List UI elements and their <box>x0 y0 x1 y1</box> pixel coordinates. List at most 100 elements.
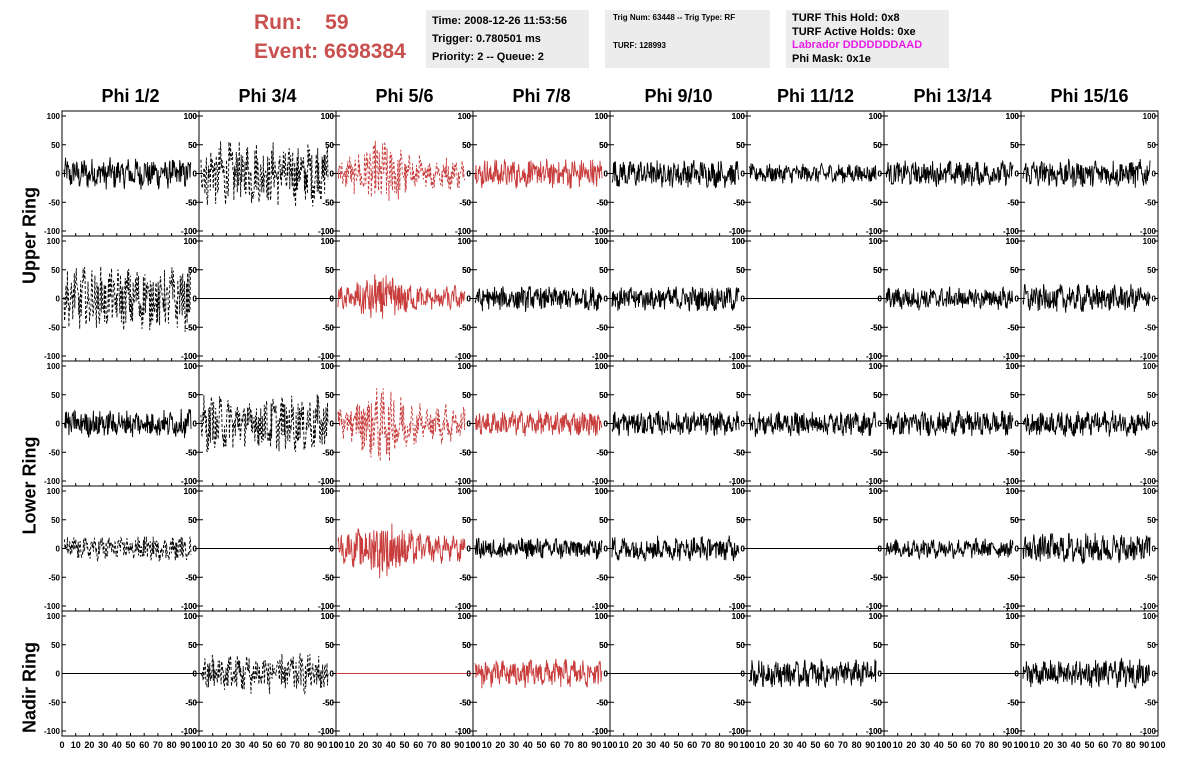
waveform-trace <box>474 410 603 437</box>
x-tick-label: 10 <box>482 740 492 750</box>
y-tick-label: -100 <box>1003 227 1020 236</box>
y-tick-label: -50 <box>870 448 882 457</box>
y-tick-label: 100 <box>1143 362 1157 371</box>
y-tick-label: -100 <box>729 352 746 361</box>
x-tick-label: 30 <box>920 740 930 750</box>
y-tick-label: 0 <box>878 170 883 179</box>
y-tick-label: 50 <box>873 141 882 150</box>
y-tick-label: 0 <box>1015 170 1020 179</box>
y-tick-label: 0 <box>330 420 335 429</box>
x-tick-label: 70 <box>290 740 300 750</box>
y-tick-label: 0 <box>56 670 61 679</box>
x-tick-label: 60 <box>550 740 560 750</box>
y-tick-label: -100 <box>44 352 61 361</box>
x-tick-label: 0 <box>744 740 749 750</box>
y-tick-label: -100 <box>318 477 335 486</box>
y-tick-label: 100 <box>184 487 198 496</box>
y-tick-label: -100 <box>866 602 883 611</box>
y-tick-label: 50 <box>1010 391 1019 400</box>
y-tick-label: 0 <box>878 545 883 554</box>
y-tick-label: 50 <box>599 391 608 400</box>
x-tick-label: 50 <box>810 740 820 750</box>
y-tick-label: 50 <box>188 391 197 400</box>
y-tick-label: 50 <box>1010 641 1019 650</box>
y-tick-label: 100 <box>458 362 472 371</box>
y-tick-label: -50 <box>870 698 882 707</box>
y-tick-label: -100 <box>866 602 883 611</box>
waveform-trace <box>337 388 466 462</box>
y-tick-label: -50 <box>185 323 197 332</box>
y-tick-label: 0 <box>1015 420 1020 429</box>
y-tick-label: -50 <box>1144 198 1156 207</box>
y-tick-label: 50 <box>736 141 745 150</box>
x-tick-label: 20 <box>1043 740 1053 750</box>
y-tick-label: 50 <box>873 266 882 275</box>
x-tick-label: 60 <box>413 740 423 750</box>
waveform-trace <box>1022 532 1151 565</box>
y-tick-label: 0 <box>56 295 61 304</box>
y-tick-label: 100 <box>869 112 883 121</box>
y-tick-label: 0 <box>467 295 472 304</box>
y-tick-label: -50 <box>48 448 60 457</box>
y-tick-label: 50 <box>873 516 882 525</box>
y-tick-label: -100 <box>181 477 198 486</box>
y-tick-label: 100 <box>1006 487 1020 496</box>
y-tick-label: 100 <box>321 112 335 121</box>
y-tick-label: -50 <box>733 323 745 332</box>
y-tick-label: 100 <box>321 487 335 496</box>
x-tick-label: 80 <box>167 740 177 750</box>
y-tick-label: 0 <box>56 420 61 429</box>
y-tick-label: -50 <box>1007 198 1019 207</box>
y-tick-label: 0 <box>56 170 61 179</box>
y-tick-label: 100 <box>595 612 609 621</box>
y-tick-label: 50 <box>462 141 471 150</box>
x-tick-label: 60 <box>824 740 834 750</box>
y-tick-label: 0 <box>741 545 746 554</box>
event-value: 6698384 <box>324 40 406 63</box>
y-tick-label: -100 <box>455 602 472 611</box>
y-tick-label: -100 <box>729 227 746 236</box>
y-tick-label: 50 <box>1147 391 1156 400</box>
y-tick-label: 0 <box>741 420 746 429</box>
waveform-trace <box>474 658 603 689</box>
y-tick-label: 50 <box>599 516 608 525</box>
y-tick-label: 100 <box>458 487 472 496</box>
y-tick-label: 100 <box>47 487 61 496</box>
y-tick-label: 50 <box>462 266 471 275</box>
y-tick-label: 100 <box>458 112 472 121</box>
y-tick-label: 50 <box>599 266 608 275</box>
y-tick-label: -50 <box>48 573 60 582</box>
y-tick-label: -100 <box>729 602 746 611</box>
y-tick-label: -50 <box>459 573 471 582</box>
y-tick-label: -50 <box>1144 573 1156 582</box>
y-tick-label: 100 <box>458 112 472 121</box>
y-tick-label: -50 <box>459 573 471 582</box>
y-tick-label: 50 <box>325 641 334 650</box>
y-tick-label: 100 <box>869 237 883 246</box>
x-tick-label: 80 <box>989 740 999 750</box>
y-tick-label: 0 <box>330 420 335 429</box>
y-tick-label: 0 <box>56 545 61 554</box>
x-tick-label: 60 <box>1098 740 1108 750</box>
y-tick-label: 50 <box>1010 516 1019 525</box>
x-tick-label: 40 <box>934 740 944 750</box>
x-tick-label: 100 <box>328 740 343 750</box>
x-tick-label: 0 <box>470 740 475 750</box>
y-tick-label: 100 <box>458 612 472 621</box>
waveform-trace <box>1022 283 1151 313</box>
y-tick-label: 100 <box>732 237 746 246</box>
y-tick-label: -100 <box>318 352 335 361</box>
column-header: Phi 9/10 <box>644 86 713 106</box>
y-tick-label: 100 <box>184 487 198 496</box>
y-tick-label: -50 <box>596 323 608 332</box>
y-tick-label: -100 <box>866 227 883 236</box>
trig-num-line: Trig Num: 63448 -- Trig Type: RF <box>613 13 736 22</box>
y-tick-label: -100 <box>592 227 609 236</box>
y-tick-label: -50 <box>870 198 882 207</box>
time-line: Time: 2008-12-26 11:53:56 <box>432 15 567 27</box>
y-tick-label: 50 <box>325 141 334 150</box>
y-tick-label: 100 <box>1006 237 1020 246</box>
y-tick-label: 0 <box>193 545 198 554</box>
y-tick-label: 50 <box>1010 516 1019 525</box>
waveform-trace <box>63 536 192 562</box>
